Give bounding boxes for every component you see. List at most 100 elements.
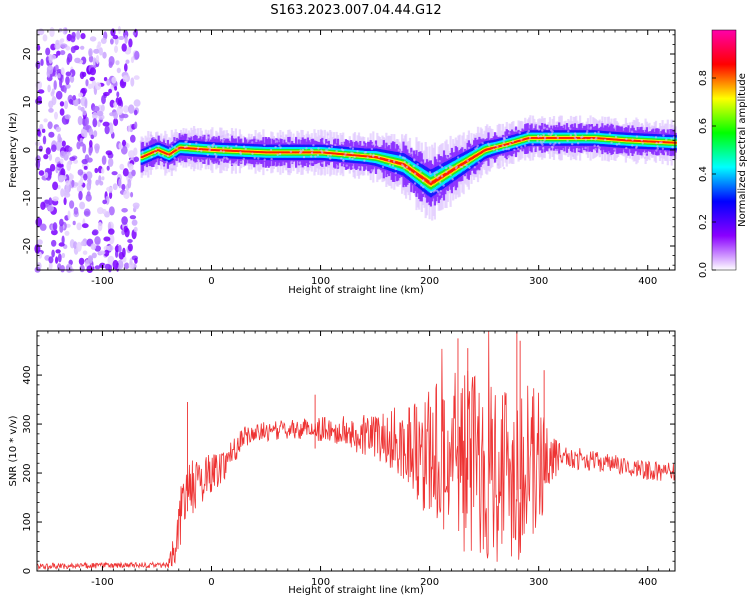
- ridge-segment: [156, 149, 159, 152]
- scatter-point: [492, 148, 495, 151]
- ridge-segment: [190, 147, 193, 150]
- scatter-point: [635, 145, 638, 148]
- noise-point: [48, 197, 53, 207]
- ridge-segment: [623, 139, 626, 142]
- ridge-segment: [427, 180, 430, 184]
- scatter-point: [218, 158, 221, 162]
- scatter-point: [475, 146, 479, 149]
- ridge-segment: [626, 139, 629, 142]
- noise-point: [47, 204, 54, 212]
- noise-point: [114, 245, 120, 253]
- noise-point: [79, 201, 86, 210]
- scatter-point: [364, 151, 368, 154]
- noise-point: [134, 50, 140, 60]
- scatter-point: [541, 143, 544, 146]
- scatter-point: [440, 175, 444, 178]
- scatter-point: [263, 158, 266, 161]
- x-tick-label: 0: [208, 577, 214, 588]
- noise-point: [116, 67, 121, 74]
- ridge-segment: [511, 142, 514, 144]
- noise-point: [37, 128, 41, 137]
- scatter-point: [506, 155, 510, 159]
- scatter-point: [542, 133, 545, 137]
- ridge-segment: [370, 155, 374, 158]
- ridge-segment: [539, 137, 542, 139]
- noise-point: [130, 134, 136, 143]
- ridge-segment: [170, 152, 173, 154]
- noise-point: [102, 199, 108, 205]
- ridge-segment: [600, 137, 603, 140]
- scatter-point: [420, 161, 423, 164]
- noise-point: [82, 250, 88, 255]
- ridge-segment: [212, 149, 215, 151]
- scatter-point: [215, 154, 218, 157]
- scatter-point: [554, 134, 557, 137]
- noise-point: [106, 78, 111, 86]
- scatter-point: [569, 134, 572, 137]
- scatter-point: [200, 149, 203, 153]
- scatter-point: [536, 139, 539, 143]
- scatter-point: [550, 129, 553, 132]
- ridge-segment: [280, 151, 283, 154]
- ridge-segment: [576, 137, 579, 139]
- ridge-segment: [271, 151, 274, 154]
- ridge-segment: [652, 140, 655, 143]
- ridge-segment: [449, 169, 452, 173]
- ridge-segment: [340, 153, 343, 156]
- ridge-segment: [272, 151, 275, 154]
- noise-point: [94, 145, 100, 154]
- noise-point: [87, 83, 93, 90]
- ridge-segment: [558, 137, 561, 139]
- noise-point: [133, 99, 141, 107]
- scatter-point: [614, 135, 618, 139]
- noise-point: [37, 28, 45, 36]
- noise-point: [52, 196, 59, 202]
- ridge-segment: [579, 137, 582, 139]
- noise-point: [92, 112, 98, 120]
- ridge-segment: [473, 155, 476, 158]
- noise-point: [41, 128, 46, 133]
- noise-point: [133, 226, 138, 233]
- scatter-point: [311, 149, 314, 152]
- scatter-point: [589, 127, 592, 130]
- ridge-segment: [313, 151, 316, 154]
- noise-point: [67, 210, 71, 220]
- scatter-point: [660, 141, 663, 144]
- scatter-point: [349, 146, 352, 149]
- scatter-point: [340, 141, 344, 145]
- scatter-point: [405, 165, 409, 169]
- scatter-point: [403, 160, 406, 164]
- ridge-segment: [568, 137, 571, 139]
- scatter-point: [302, 155, 306, 159]
- ridge-segment: [351, 154, 354, 156]
- noise-point: [82, 110, 87, 116]
- ridge-segment: [562, 137, 565, 139]
- noise-point: [85, 193, 92, 202]
- scatter-point: [437, 174, 441, 177]
- noise-point: [59, 218, 64, 227]
- noise-point: [83, 208, 91, 217]
- ridge-segment: [305, 151, 308, 154]
- ridge-segment: [162, 151, 166, 154]
- noise-point: [59, 224, 64, 233]
- scatter-point: [211, 145, 214, 148]
- scatter-point: [598, 146, 601, 149]
- x-tick-label: 200: [420, 276, 439, 287]
- ridge-segment: [253, 150, 256, 153]
- scatter-point: [439, 189, 442, 193]
- scatter-point: [448, 165, 451, 168]
- ridge-segment: [316, 151, 319, 154]
- scatter-point: [635, 135, 639, 138]
- ridge-segment: [533, 137, 536, 139]
- noise-point: [54, 42, 61, 50]
- ridge-segment: [459, 163, 463, 167]
- scatter-point: [549, 142, 552, 145]
- ridge-segment: [668, 141, 671, 144]
- ridge-segment: [390, 160, 393, 163]
- scatter-point: [533, 123, 537, 126]
- noise-point: [82, 143, 87, 154]
- scatter-point: [328, 146, 331, 150]
- ridge-segment: [628, 139, 631, 142]
- scatter-point: [235, 161, 238, 164]
- noise-point: [100, 104, 105, 112]
